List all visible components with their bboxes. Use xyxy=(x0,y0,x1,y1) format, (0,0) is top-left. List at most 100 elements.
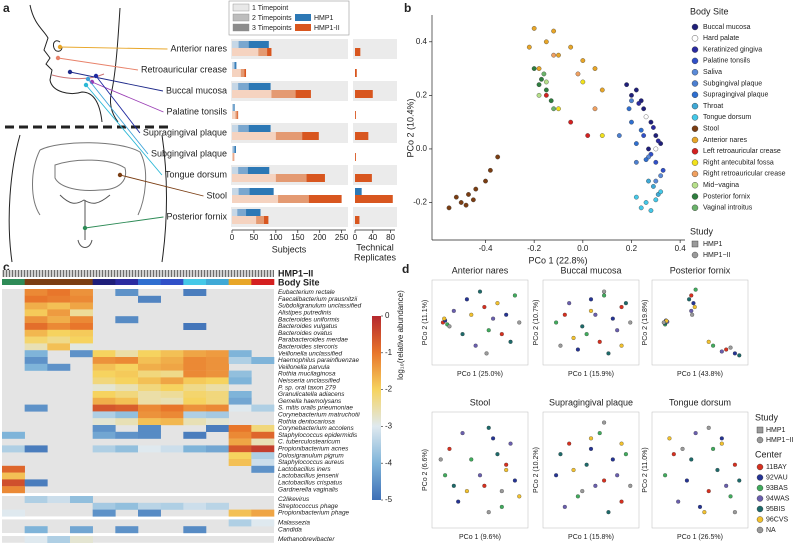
x-axis-label: PCo 1 (22.8%) xyxy=(528,255,587,265)
taxon-label: Granulicatella adiacens xyxy=(278,391,345,398)
point xyxy=(486,425,491,430)
leader-line xyxy=(69,71,164,92)
point xyxy=(499,489,504,494)
point xyxy=(653,133,659,138)
body-site-label: Posterior fornix xyxy=(166,211,227,221)
heatmap-cell xyxy=(2,486,25,494)
legend-marker xyxy=(756,436,764,444)
heatmap-cell xyxy=(138,502,161,510)
heatmap-cell xyxy=(183,418,207,426)
body-site-label: Subgingival plaque xyxy=(151,148,227,158)
y-axis-label: PCo 2 (10.2%) xyxy=(533,447,540,493)
heatmap-cell xyxy=(115,391,139,398)
point xyxy=(687,297,692,302)
heatmap-cell xyxy=(138,391,161,398)
body-site-label: Buccal mucosa xyxy=(166,85,227,95)
body-site-label: Stool xyxy=(206,190,227,200)
legend-marker xyxy=(691,68,699,76)
bar-segment xyxy=(308,195,342,203)
point xyxy=(482,483,487,488)
panel-title: Posterior fornix xyxy=(670,265,731,275)
colorbar-tick-label: -1 xyxy=(385,348,393,357)
bar xyxy=(355,132,369,140)
heatmap-cell xyxy=(70,496,93,503)
bar-segment xyxy=(232,146,234,153)
heatmap-cell xyxy=(160,397,184,405)
legend-label: 94WAS xyxy=(766,495,790,502)
point xyxy=(543,92,549,98)
bar-segment xyxy=(232,83,239,90)
point xyxy=(653,178,659,184)
point xyxy=(650,125,656,130)
point xyxy=(606,510,611,515)
bar-segment xyxy=(232,153,234,161)
point xyxy=(438,457,443,462)
legend-title: Center xyxy=(755,449,782,459)
point xyxy=(626,106,632,112)
point xyxy=(495,452,500,457)
panel-letter: c xyxy=(3,260,10,274)
legend-title: Body Site xyxy=(690,6,729,16)
point xyxy=(580,58,586,63)
point xyxy=(504,462,509,467)
heatmap-cell xyxy=(92,411,116,419)
legend-marker xyxy=(691,170,699,178)
legend-label: Left retroauricular crease xyxy=(703,148,781,155)
legend-label: Right retroauricular crease xyxy=(703,171,786,178)
taxon-label: C2likevirus xyxy=(278,496,310,503)
legend-label: NA xyxy=(766,527,776,534)
point xyxy=(571,467,576,473)
point xyxy=(526,44,532,50)
point xyxy=(580,324,585,329)
point xyxy=(486,328,491,333)
heatmap-cell xyxy=(47,329,71,337)
colorbar-label: log₁₀(relative abundance) xyxy=(396,290,405,380)
y-tick-label: 0.2 xyxy=(416,90,428,99)
point xyxy=(469,457,474,462)
point xyxy=(491,316,496,321)
heatmap-cell xyxy=(24,445,48,453)
heatmap-cell xyxy=(47,496,71,503)
taxon-label: Bacteroides stercoris xyxy=(278,343,338,350)
heatmap-cell xyxy=(183,391,207,398)
x-axis-label: PCo 1 (43.8%) xyxy=(677,371,723,378)
colorbar xyxy=(372,316,381,500)
bar-segment xyxy=(232,69,241,77)
heatmap-cell xyxy=(92,431,116,439)
heatmap-cell xyxy=(47,336,71,344)
bar-segment xyxy=(232,132,276,140)
heatmap-cell xyxy=(160,445,184,453)
taxon-label: Propionibacterium acnes xyxy=(278,445,349,452)
y-axis-label: PCo 2 (19.8%) xyxy=(642,300,649,346)
colorbar-tick-label: -2 xyxy=(385,385,393,394)
heatmap-cell xyxy=(47,289,71,296)
colorbar-tick-label: -4 xyxy=(385,458,393,467)
site-dot xyxy=(82,225,88,231)
legend-label: Supragingival plaque xyxy=(703,92,768,99)
heatmap-cell xyxy=(138,370,161,378)
heatmap-cell xyxy=(47,309,71,317)
body-site-strip xyxy=(206,279,229,285)
heatmap-cell xyxy=(183,445,207,453)
bar xyxy=(355,153,356,161)
taxon-label: Alistipes putredinis xyxy=(277,309,332,316)
taxon-label: Gemella haemolysans xyxy=(278,398,342,405)
body-site-label: Retroauricular crease xyxy=(141,64,227,74)
heatmap-cell xyxy=(228,370,252,378)
bar-segment xyxy=(249,188,274,195)
bar xyxy=(355,188,362,195)
heatmap-cell xyxy=(228,445,252,453)
heatmap-cell xyxy=(206,350,229,358)
row-band xyxy=(353,39,397,59)
heatmap-cell xyxy=(24,289,48,296)
mouth xyxy=(51,73,105,80)
heatmap-cell xyxy=(92,509,116,517)
point xyxy=(575,347,580,352)
taxon-label: Rothia dentocariosa xyxy=(278,418,335,425)
point xyxy=(719,441,724,446)
bar-segment xyxy=(238,167,248,174)
point xyxy=(719,349,724,354)
point xyxy=(660,167,666,173)
legend-label: 2 Timepoints xyxy=(252,15,292,22)
site-dot xyxy=(117,172,123,178)
